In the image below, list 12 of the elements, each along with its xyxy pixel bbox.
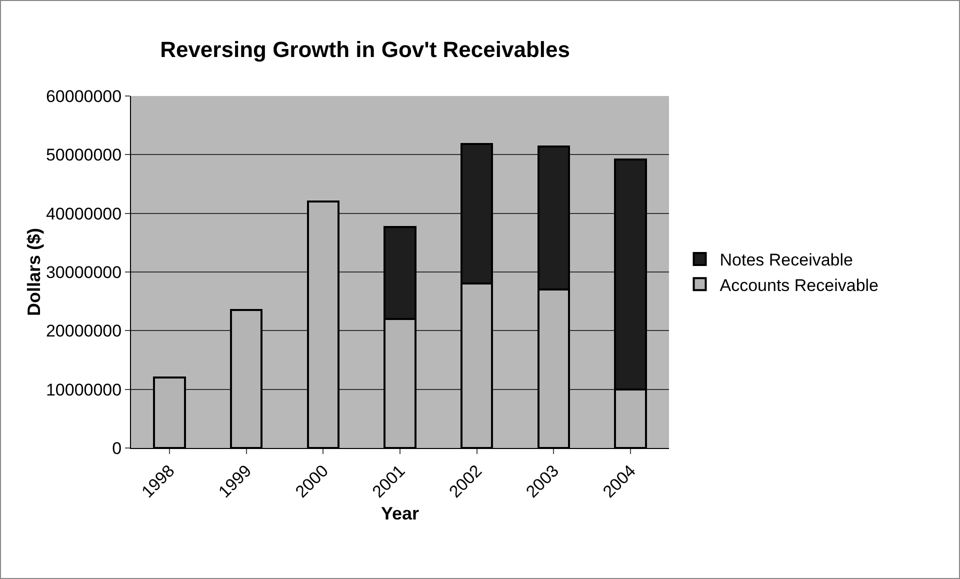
y-tick-label: 20000000: [46, 322, 122, 341]
y-tick-label: 0: [112, 438, 122, 458]
chart-title: Reversing Growth in Gov't Receivables: [160, 36, 570, 62]
y-tick-label: 40000000: [46, 204, 122, 224]
y-tick-label: 50000000: [46, 146, 122, 165]
y-tick-label: 60000000: [46, 86, 122, 106]
y-axis-title: Dollars ($): [24, 228, 44, 316]
legend-label: Notes Receivable: [720, 250, 854, 270]
x-axis-title: Year: [380, 503, 420, 524]
y-tick-label: 10000000: [46, 380, 122, 400]
legend-label: Accounts Receivable: [720, 276, 879, 295]
y-tick-label: 30000000: [46, 262, 122, 282]
